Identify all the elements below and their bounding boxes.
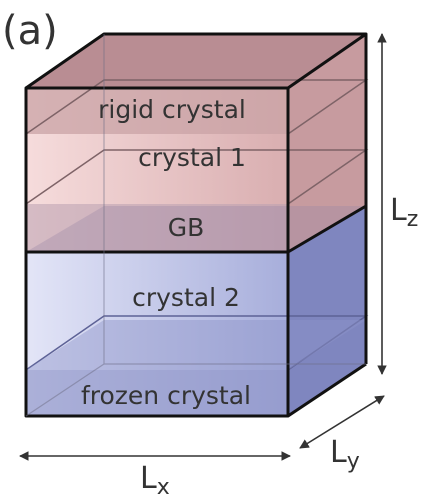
box-hidden-edges xyxy=(25,34,366,417)
ly-label: Ly xyxy=(330,435,360,474)
ly-sub: y xyxy=(347,449,360,474)
lz-label: Lz xyxy=(390,193,418,232)
label-crystal-1: crystal 1 xyxy=(138,143,246,172)
label-crystal-2: crystal 2 xyxy=(132,283,240,312)
box-right-face-top xyxy=(288,34,366,252)
ly-main: L xyxy=(330,435,347,470)
label-frozen-crystal: frozen crystal xyxy=(81,381,251,410)
gb-plane xyxy=(26,206,366,252)
box-edges xyxy=(24,32,368,418)
lx-label: Lx xyxy=(140,461,170,500)
frozen-top-plane xyxy=(26,320,366,370)
layer-planes-lower xyxy=(25,315,369,371)
label-gb: GB xyxy=(168,213,205,242)
lx-main: L xyxy=(140,461,157,496)
lz-main: L xyxy=(390,193,407,228)
rigid-crystal-slab xyxy=(26,88,288,134)
label-rigid-crystal: rigid crystal xyxy=(98,95,246,124)
panel-label: (a) xyxy=(2,8,58,54)
ly-arrow xyxy=(299,395,385,449)
box-top-face xyxy=(26,34,366,88)
lx-sub: x xyxy=(157,475,170,500)
layer-planes xyxy=(25,79,369,205)
gb-band xyxy=(26,204,288,252)
frozen-crystal-slab xyxy=(26,370,288,416)
lz-sub: z xyxy=(407,207,419,232)
